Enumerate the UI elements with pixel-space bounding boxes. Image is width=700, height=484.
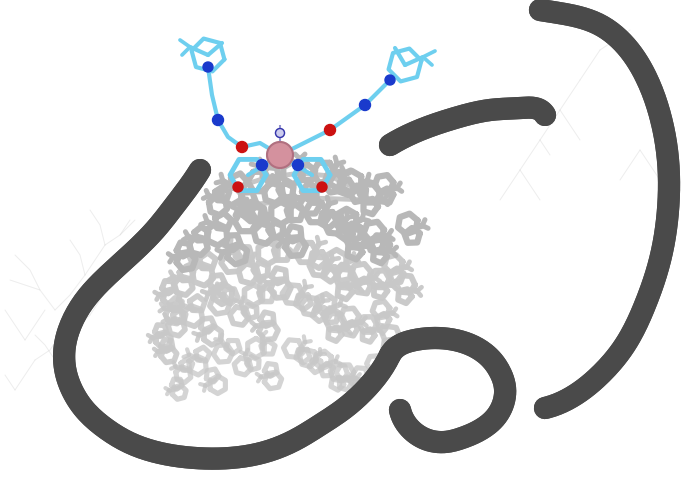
Circle shape [293, 160, 304, 170]
Circle shape [203, 62, 213, 72]
Circle shape [233, 182, 243, 192]
Circle shape [385, 75, 395, 85]
Circle shape [325, 124, 335, 136]
Circle shape [276, 128, 284, 137]
Circle shape [267, 142, 293, 168]
Circle shape [256, 160, 267, 170]
Circle shape [213, 115, 223, 125]
Circle shape [317, 182, 327, 192]
Circle shape [360, 100, 370, 110]
Circle shape [237, 141, 248, 152]
